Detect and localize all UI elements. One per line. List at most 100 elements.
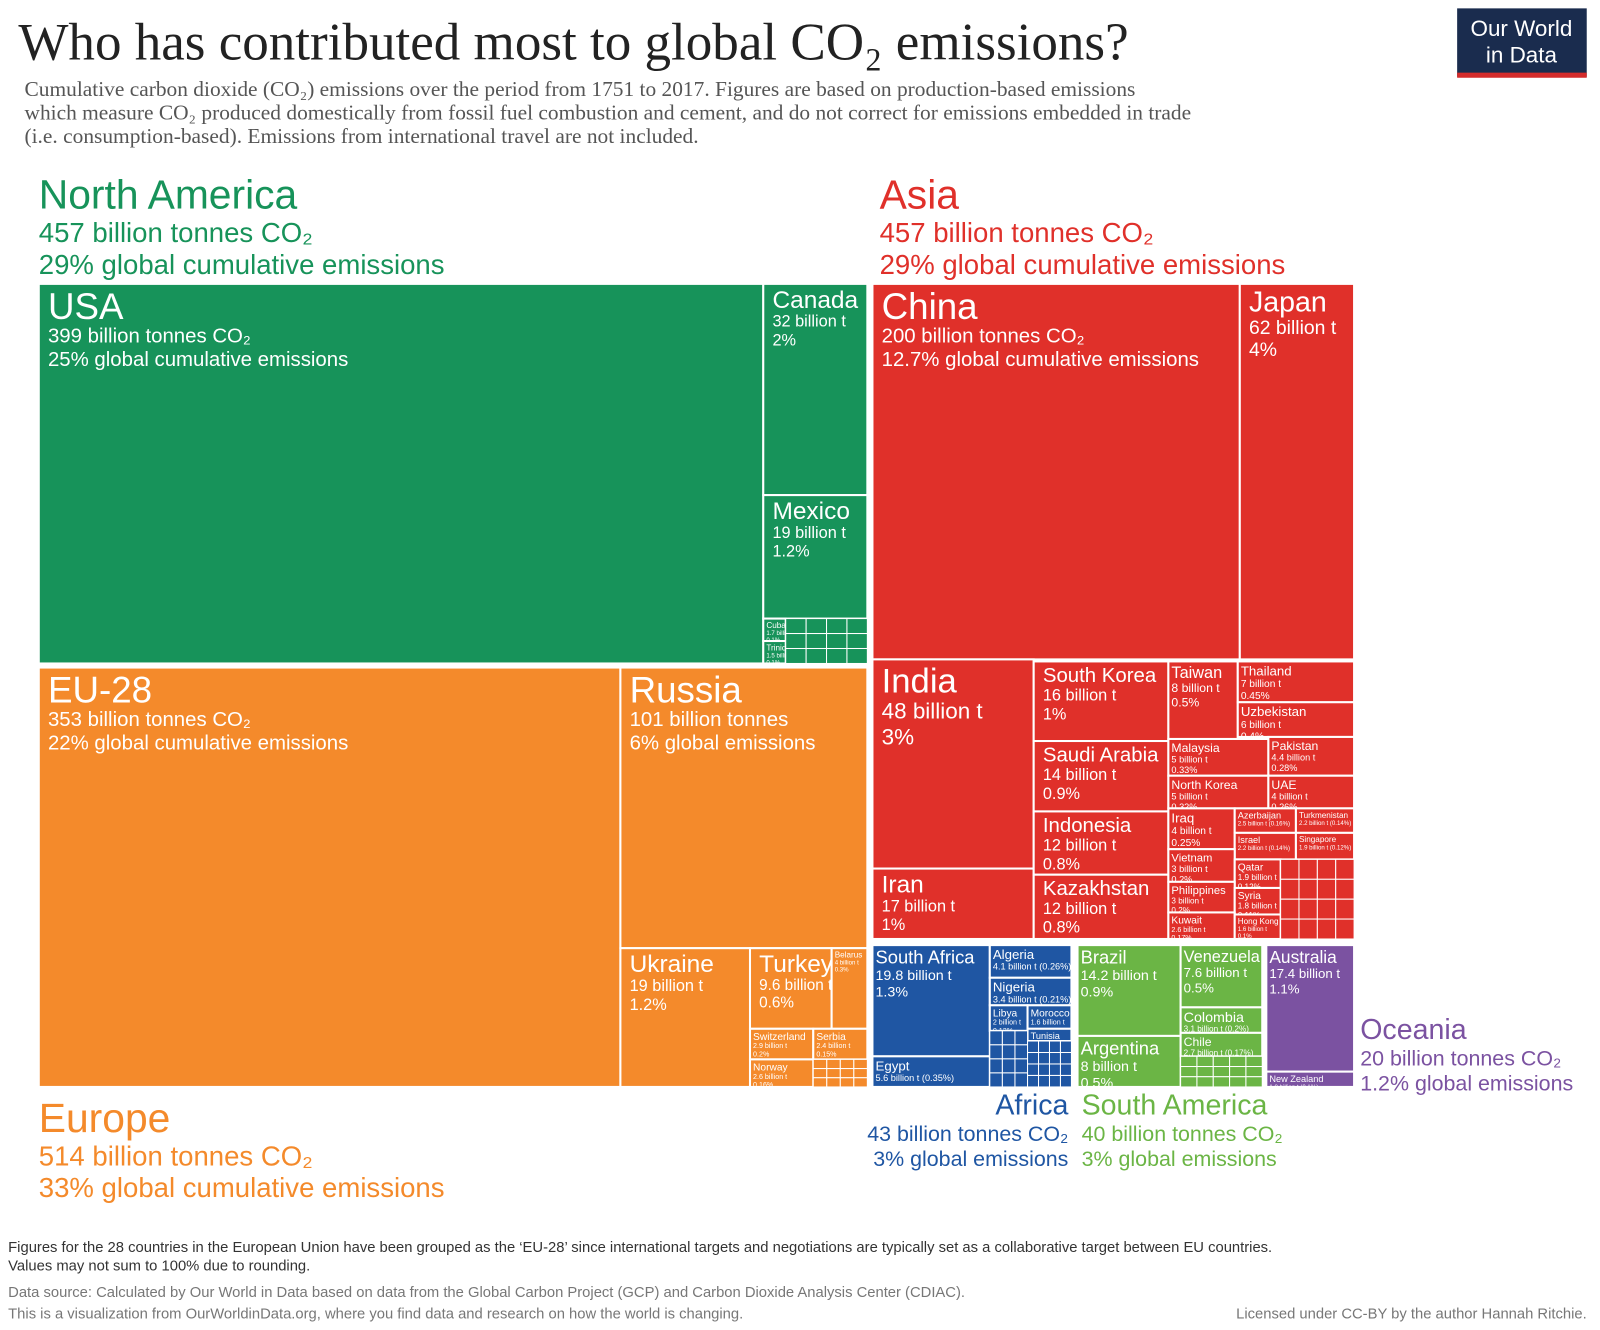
subtitle: (i.e. consumption-based). Emissions from… [24, 124, 698, 148]
small-cell [826, 1077, 841, 1088]
country-detail: 1% [882, 916, 906, 934]
country-detail: 0.5% [1171, 695, 1199, 709]
country-detail: 4.1 billion t (0.26%) [993, 962, 1072, 972]
note: Values may not sum to 100% due to roundi… [8, 1259, 310, 1275]
small-cell [1212, 1076, 1231, 1088]
country-label: Egypt [876, 1058, 910, 1073]
country-detail: 7 billion t [1241, 679, 1281, 690]
small-cell [1335, 858, 1355, 880]
small-cell [1048, 1051, 1061, 1065]
country-cell [871, 867, 1035, 940]
country-label: Vietnam [1171, 852, 1212, 864]
small-cell [812, 1058, 828, 1070]
small-cell [805, 618, 828, 635]
country-detail: 0.2% [753, 1050, 770, 1058]
country-detail: 1.9 billion t (0.12%) [1299, 844, 1351, 851]
small-cell [1180, 1076, 1198, 1088]
small-cell [1059, 1051, 1072, 1065]
country-detail: 0.16% [753, 1081, 774, 1089]
country-label: Cuba [766, 621, 786, 630]
country-label: Libya [993, 1009, 1018, 1020]
country-detail: 1.6 billion t [1238, 926, 1268, 933]
country-cell [1076, 944, 1182, 1037]
region-detail: 29% global cumulative emissions [880, 249, 1286, 280]
country-detail: 1.6 billion t [1031, 1019, 1065, 1027]
country-detail: 0.6% [759, 994, 794, 1011]
logo-box [1457, 8, 1587, 77]
small-cell [826, 618, 848, 635]
country-detail: 2% [772, 332, 796, 350]
country-detail: 5.6 billion t (0.35%) [876, 1073, 955, 1083]
country-cell [1238, 282, 1356, 661]
small-cell [1038, 1074, 1050, 1088]
country-label: Qatar [1238, 863, 1264, 874]
small-cell [1316, 878, 1337, 900]
country-cell [1167, 660, 1239, 741]
subtitle: which measure CO₂ produced domestically … [24, 101, 1191, 125]
small-cell [1001, 1044, 1016, 1060]
small-cell [853, 1077, 868, 1088]
country-label: Uzbekistan [1241, 704, 1307, 719]
country-detail: 22% global cumulative emissions [48, 733, 348, 755]
logo-text: in Data [1486, 42, 1558, 67]
small-cell [1245, 1066, 1263, 1078]
country-label: Kuwait [1171, 916, 1202, 927]
country-detail: 0.8% [1043, 919, 1080, 937]
small-cell [1316, 858, 1337, 880]
country-cell [1265, 944, 1356, 1073]
country-detail: 3 billion t [1171, 896, 1204, 905]
country-detail: 1.2% [630, 996, 667, 1014]
small-cell [989, 1072, 1003, 1088]
small-cell [1038, 1040, 1050, 1054]
country-label: Syria [1238, 891, 1262, 902]
country-label: Chile [1184, 1035, 1212, 1049]
country-cell [1265, 1070, 1356, 1088]
small-cell [1014, 1030, 1029, 1046]
country-detail: 0.8% [1043, 855, 1080, 873]
small-cell [1180, 1066, 1198, 1078]
small-cell [1196, 1066, 1214, 1078]
country-detail: 2.2 billion t (0.14%) [1299, 820, 1351, 827]
small-cell [826, 1058, 841, 1070]
region-detail: 1.2% global emissions [1360, 1071, 1573, 1095]
small-cell [805, 633, 828, 650]
country-detail: 0.1% [766, 659, 780, 666]
small-cell [1027, 1063, 1040, 1076]
small-cell [826, 647, 848, 664]
country-cell [1032, 740, 1170, 813]
country-detail: 6 billion t [1241, 720, 1281, 731]
country-label: South Africa [876, 947, 976, 968]
small-cell [839, 1077, 855, 1088]
country-label: Morocco [1031, 1009, 1070, 1020]
country-label: Iran [882, 872, 924, 899]
country-label: Turkmenistan [1299, 811, 1348, 820]
small-cell [853, 1068, 868, 1079]
small-cell [1212, 1066, 1231, 1078]
country-label: Azerbaijan [1238, 811, 1281, 821]
region-detail: 40 billion tonnes CO₂ [1082, 1122, 1283, 1146]
region-label: North America [39, 171, 298, 217]
country-detail: 0.45% [1241, 691, 1270, 702]
country-label: Nigeria [993, 980, 1036, 995]
country-cell [37, 282, 765, 665]
country-detail: 4 billion t [1271, 791, 1308, 801]
country-detail: 3.1 billion t (0.2%) [1184, 1025, 1250, 1034]
country-detail: 1.5 billion t [766, 652, 796, 659]
small-cell [1038, 1063, 1050, 1076]
small-cell [1280, 898, 1300, 920]
country-label: Malaysia [1171, 741, 1219, 755]
country-label: UAE [1271, 778, 1296, 792]
country-detail: 7.6 billion t [1184, 965, 1248, 980]
country-detail: 1.1% [1269, 981, 1299, 996]
country-detail: 1.8 billion t [1238, 902, 1278, 911]
country-cell [748, 947, 833, 1030]
country-label: Singapore [1299, 835, 1337, 844]
small-cell [1001, 1058, 1016, 1074]
small-cell [1014, 1058, 1029, 1074]
country-label: Pakistan [1271, 739, 1318, 753]
country-cell [1236, 701, 1356, 738]
small-cell [1298, 918, 1318, 940]
country-detail: 0.9% [1081, 985, 1114, 1001]
small-cell [989, 1058, 1003, 1074]
